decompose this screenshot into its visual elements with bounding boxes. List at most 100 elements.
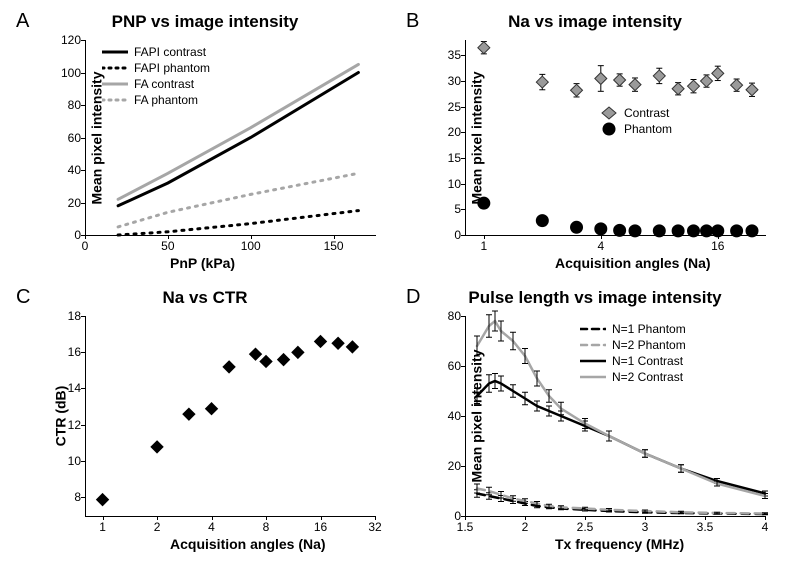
marker xyxy=(712,225,724,237)
legend-item: N=2 Phantom xyxy=(580,337,686,353)
y-tick: 60 xyxy=(51,131,81,145)
x-tick: 50 xyxy=(158,239,178,253)
panel-d: DPulse length vs image intensityMean pix… xyxy=(400,286,790,562)
marker xyxy=(595,72,607,84)
legend-item: FAPI contrast xyxy=(102,44,210,60)
legend-item: FAPI phantom xyxy=(102,60,210,76)
marker xyxy=(746,225,758,237)
y-tick: 10 xyxy=(51,454,81,468)
legend-item: N=2 Contrast xyxy=(580,369,686,385)
x-tick: 1 xyxy=(93,520,113,534)
line-n=1-contrast xyxy=(477,381,765,494)
chart-title: Pulse length vs image intensity xyxy=(400,288,790,308)
marker xyxy=(731,225,743,237)
y-tick: 80 xyxy=(431,309,461,323)
legend-item: Phantom xyxy=(600,121,672,137)
marker xyxy=(614,74,626,86)
y-tick: 10 xyxy=(431,177,461,191)
legend-label: FA contrast xyxy=(134,77,194,91)
marker xyxy=(701,225,713,237)
y-tick: 35 xyxy=(431,48,461,62)
x-tick: 16 xyxy=(708,239,728,253)
panel-b: BNa vs image intensityMean pixel intensi… xyxy=(400,10,790,286)
marker xyxy=(614,224,626,236)
legend-item: N=1 Phantom xyxy=(580,321,686,337)
x-tick: 2 xyxy=(515,520,535,534)
x-tick: 3 xyxy=(635,520,655,534)
y-tick: 80 xyxy=(51,98,81,112)
y-tick: 14 xyxy=(51,381,81,395)
legend: FAPI contrast FAPI phantom FA contrastFA p… xyxy=(102,44,210,108)
marker xyxy=(151,440,163,452)
x-tick: 4 xyxy=(755,520,775,534)
legend-item: FA phantom xyxy=(102,92,210,108)
marker xyxy=(653,225,665,237)
x-axis-label: Acquisition angles (Na) xyxy=(170,536,326,552)
marker xyxy=(571,221,583,233)
marker xyxy=(672,83,684,95)
x-tick: 16 xyxy=(311,520,331,534)
y-tick: 25 xyxy=(431,100,461,114)
legend-label: N=2 Contrast xyxy=(612,370,683,384)
y-tick: 60 xyxy=(431,359,461,373)
marker xyxy=(688,80,700,92)
y-tick: 15 xyxy=(431,151,461,165)
legend-label: Contrast xyxy=(624,106,669,120)
marker xyxy=(571,84,583,96)
y-tick: 16 xyxy=(51,345,81,359)
marker xyxy=(536,215,548,227)
legend-item: N=1 Contrast xyxy=(580,353,686,369)
marker xyxy=(346,340,358,352)
x-tick: 8 xyxy=(256,520,276,534)
marker xyxy=(97,493,109,505)
legend-label: FAPI phantom xyxy=(134,61,210,75)
y-tick: 18 xyxy=(51,309,81,323)
y-tick: 20 xyxy=(431,125,461,139)
marker xyxy=(688,225,700,237)
legend-label: N=1 Phantom xyxy=(612,322,686,336)
marker xyxy=(536,76,548,88)
y-tick: 100 xyxy=(51,66,81,80)
x-axis-label: PnP (kPa) xyxy=(170,255,235,271)
marker xyxy=(731,79,743,91)
y-tick: 40 xyxy=(431,409,461,423)
y-tick: 12 xyxy=(51,418,81,432)
chart-title: PNP vs image intensity xyxy=(10,12,400,32)
marker xyxy=(672,225,684,237)
legend-label: Phantom xyxy=(624,122,672,136)
chart-title: Na vs image intensity xyxy=(400,12,790,32)
y-tick: 8 xyxy=(51,490,81,504)
marker xyxy=(629,79,641,91)
legend: Contrast Phantom xyxy=(600,105,672,137)
legend-item: FA contrast xyxy=(102,76,210,92)
marker xyxy=(595,223,607,235)
x-tick: 100 xyxy=(241,239,261,253)
marker xyxy=(223,360,235,372)
line-fapi-phantom xyxy=(118,211,358,235)
marker xyxy=(746,84,758,96)
x-axis-label: Tx frequency (MHz) xyxy=(555,536,684,552)
x-tick: 2 xyxy=(147,520,167,534)
marker xyxy=(629,225,641,237)
panel-c: CNa vs CTRCTR (dB)Acquisition angles (Na… xyxy=(10,286,400,562)
chart-title: Na vs CTR xyxy=(10,288,400,308)
marker xyxy=(332,337,344,349)
y-tick: 5 xyxy=(431,202,461,216)
marker xyxy=(478,197,490,209)
marker xyxy=(278,353,290,365)
marker xyxy=(260,355,272,367)
marker xyxy=(292,346,304,358)
x-tick: 2.5 xyxy=(575,520,595,534)
marker xyxy=(250,348,262,360)
marker xyxy=(315,335,327,347)
x-tick: 1.5 xyxy=(455,520,475,534)
y-tick: 0 xyxy=(431,228,461,242)
legend-label: FAPI contrast xyxy=(134,45,206,59)
chart-svg xyxy=(85,316,375,516)
x-tick: 1 xyxy=(474,239,494,253)
line-n=2-phantom xyxy=(477,488,765,513)
x-tick: 150 xyxy=(324,239,344,253)
legend: N=1 PhantomN=2 PhantomN=1 ContrastN=2 Co… xyxy=(580,321,686,385)
marker xyxy=(206,402,218,414)
legend-item: Contrast xyxy=(600,105,672,121)
